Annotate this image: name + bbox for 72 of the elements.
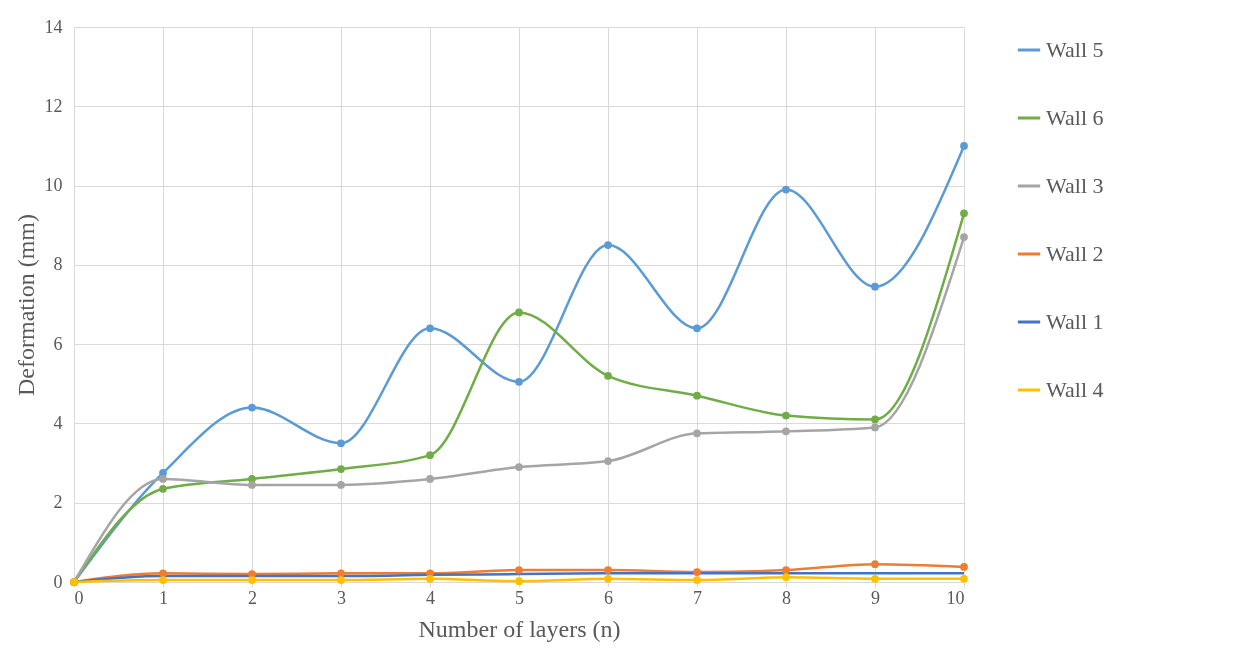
point (159, 576, 167, 584)
point (604, 574, 612, 583)
point (515, 463, 523, 471)
point (604, 371, 612, 380)
x-tick-label: 5 (515, 587, 524, 608)
point (693, 576, 701, 584)
legend-label: Wall 1 (1046, 309, 1104, 334)
y-tick-label: 6 (53, 333, 63, 354)
point (960, 142, 968, 150)
y-tick-label: 14 (44, 16, 63, 37)
y-tick-label: 0 (53, 571, 63, 592)
legend-label: Wall 6 (1046, 105, 1104, 130)
point (693, 391, 701, 400)
point (159, 569, 167, 578)
point (871, 423, 879, 432)
x-tick-label: 3 (337, 587, 346, 608)
x-axis-title: Number of layers (n) (418, 615, 621, 642)
point (426, 324, 434, 333)
point (871, 282, 879, 291)
x-tick-label: 4 (426, 587, 435, 608)
point (782, 566, 790, 574)
point (426, 451, 434, 460)
point (159, 475, 167, 483)
point (604, 457, 612, 465)
point (159, 484, 167, 493)
point (337, 439, 345, 448)
point (426, 574, 434, 583)
point (604, 566, 612, 574)
point (782, 411, 790, 420)
point (871, 574, 879, 583)
point (960, 563, 968, 571)
point (782, 573, 790, 582)
point (782, 427, 790, 436)
point (515, 566, 523, 574)
y-tick-label: 2 (53, 492, 63, 513)
x-tick-label: 10 (946, 587, 965, 608)
point (337, 569, 345, 578)
point (693, 568, 701, 576)
x-tick-label: 2 (248, 587, 257, 608)
legend-label: Wall 2 (1046, 241, 1104, 266)
point (960, 209, 968, 218)
point (871, 560, 879, 569)
point (337, 465, 345, 473)
legend-label: Wall 4 (1046, 377, 1104, 402)
point (337, 481, 345, 489)
x-tick-label: 7 (693, 587, 702, 608)
point (248, 481, 256, 489)
x-tick-label: 0 (74, 587, 84, 608)
point (426, 475, 434, 483)
point (871, 415, 879, 424)
point (337, 576, 345, 584)
point (248, 576, 256, 584)
y-tick-label: 12 (44, 95, 63, 116)
x-tick-label: 8 (782, 587, 791, 608)
point (960, 574, 968, 583)
point (604, 241, 612, 249)
point (960, 233, 968, 241)
x-tick-label: 6 (604, 587, 613, 608)
y-tick-label: 4 (53, 412, 63, 433)
x-tick-label: 9 (871, 587, 880, 608)
point (693, 324, 701, 333)
point (515, 308, 523, 317)
y-axis-title: Deformation (mm) (12, 214, 39, 396)
legend-label: Wall 5 (1046, 37, 1104, 62)
x-tick-label: 1 (159, 587, 168, 608)
point (782, 185, 790, 194)
point (248, 403, 256, 412)
legend-label: Wall 3 (1046, 173, 1104, 198)
point (515, 377, 523, 386)
y-tick-label: 10 (44, 175, 63, 196)
point (693, 429, 701, 438)
y-tick-label: 8 (53, 254, 63, 275)
